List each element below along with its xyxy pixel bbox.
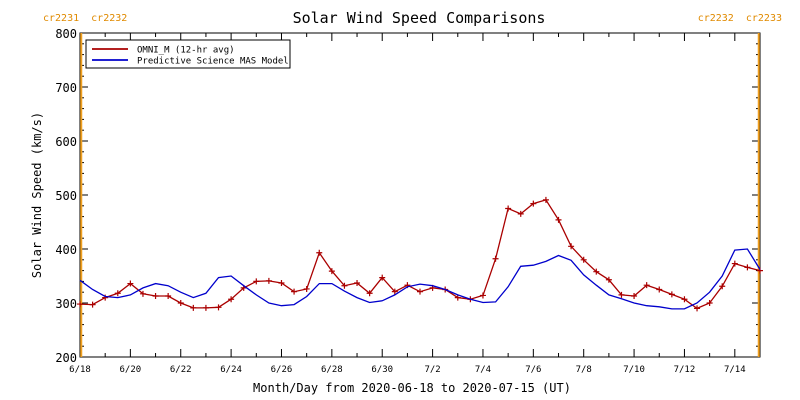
series-marker-0 [215, 304, 222, 311]
series-marker-0 [505, 205, 512, 212]
series-marker-0 [618, 291, 625, 298]
series-marker-0 [517, 210, 524, 217]
legend-label-1: Predictive Science MAS Model [137, 57, 289, 67]
series-marker-0 [417, 288, 423, 295]
legend-label-0: OMNI_M (12-hr avg) [137, 46, 235, 56]
y-tick-label: 700 [55, 81, 77, 95]
legend: OMNI_M (12-hr avg)Predictive Science MAS… [85, 39, 291, 69]
x-tick-label: 7/8 [576, 365, 592, 375]
series-marker-0 [177, 300, 184, 306]
series-marker-0 [102, 294, 109, 301]
series-marker-0 [341, 282, 348, 289]
series-marker-0 [605, 276, 612, 283]
series-line-1 [79, 248, 761, 310]
x-tick-label: 7/2 [424, 365, 440, 375]
series-marker-0 [379, 274, 386, 281]
series-marker-0 [366, 290, 373, 297]
series-marker-0 [77, 301, 83, 308]
y-tick-label: 300 [55, 297, 77, 311]
carrington-left-label: cr2231 cr2232 [43, 13, 127, 24]
series-marker-0 [190, 304, 197, 311]
series-marker-0 [89, 301, 96, 308]
x-tick-label: 7/14 [724, 365, 746, 375]
series-marker-0 [316, 249, 323, 256]
series-marker-0 [668, 291, 675, 298]
y-axis-label: Solar Wind Speed (km/s) [30, 112, 44, 278]
series-marker-0 [479, 292, 486, 299]
series-marker-0 [139, 290, 146, 297]
series-marker-0 [454, 294, 461, 301]
series-marker-0 [580, 256, 587, 263]
series-marker-0 [492, 255, 499, 262]
series-marker-0 [555, 216, 562, 223]
y-tick-label: 600 [55, 135, 77, 149]
x-tick-label: 6/18 [69, 365, 91, 375]
x-tick-label: 6/20 [120, 365, 142, 375]
series-marker-0 [731, 260, 738, 267]
series-marker-0 [656, 286, 663, 293]
x-axis-label: Month/Day from 2020-06-18 to 2020-07-15 … [253, 381, 571, 395]
y-tick-label: 800 [55, 27, 77, 41]
series-marker-0 [593, 268, 600, 275]
series-marker-0 [127, 280, 134, 287]
carrington-right-label: cr2232 cr2233 [698, 13, 782, 24]
series-marker-0 [706, 300, 713, 306]
series-marker-0 [228, 296, 235, 303]
series-marker-0 [253, 278, 260, 285]
x-tick-label: 6/30 [371, 365, 393, 375]
chart-title: Solar Wind Speed Comparisons [293, 9, 546, 27]
series-marker-0 [265, 277, 272, 284]
series-marker-0 [114, 290, 121, 297]
x-tick-label: 6/22 [170, 365, 192, 375]
series-marker-0 [328, 268, 335, 275]
x-tick-label: 7/10 [623, 365, 645, 375]
series-marker-0 [391, 288, 398, 295]
plot-frame [79, 32, 761, 358]
series-marker-0 [542, 196, 549, 203]
series-marker-0 [643, 282, 650, 289]
x-tick-label: 7/6 [525, 365, 541, 375]
x-tick-label: 7/4 [475, 365, 491, 375]
series-marker-0 [202, 304, 209, 311]
series-marker-0 [303, 285, 310, 292]
legend-box [85, 39, 291, 69]
series-marker-0 [694, 305, 701, 312]
x-tick-label: 6/24 [220, 365, 242, 375]
series-marker-0 [744, 264, 751, 271]
series-marker-0 [719, 283, 726, 290]
series-marker-0 [681, 296, 688, 303]
x-tick-label: 6/28 [321, 365, 343, 375]
x-tick-label: 6/26 [271, 365, 293, 375]
series-marker-0 [278, 280, 285, 287]
series-marker-0 [530, 200, 537, 207]
series-marker-0 [568, 243, 575, 250]
y-tick-label: 200 [55, 351, 77, 365]
x-tick-label: 7/12 [674, 365, 696, 375]
series-marker-0 [291, 288, 298, 295]
series-marker-0 [631, 292, 638, 299]
series-marker-0 [152, 292, 159, 299]
series-marker-0 [354, 280, 361, 287]
series-marker-0 [165, 292, 172, 299]
y-tick-label: 400 [55, 243, 77, 257]
plot-area: 200 300 400 500 600 700 800 6/18 6/20 6/22 6/24 6/2… [55, 27, 763, 375]
y-tick-label: 500 [55, 189, 77, 203]
